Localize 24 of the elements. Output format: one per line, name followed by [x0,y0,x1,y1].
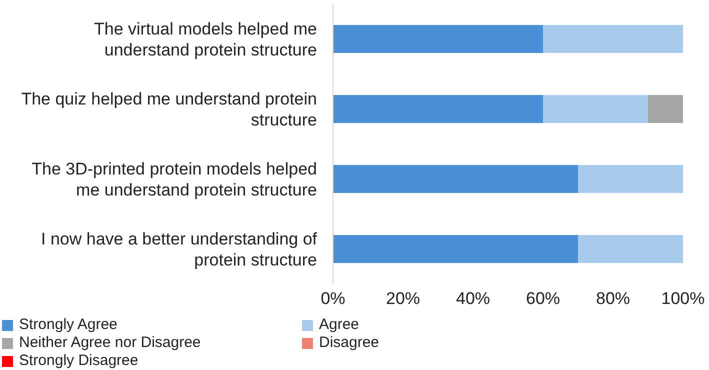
legend-label: Neither Agree nor Disagree [19,334,201,352]
legend-label: Disagree [319,334,380,352]
bar [333,235,578,263]
x-tick-label: 60% [526,289,560,308]
y-tick-label: The quiz helped me understand protein structure [21,89,317,129]
x-tick-label: 20% [386,289,420,308]
y-tick-label: I now have a better understanding of protein structure [41,229,318,269]
x-tick-label: 40% [456,289,490,308]
legend-label: Agree [319,316,360,334]
legend-label: Strongly Agree [19,316,118,334]
bar [543,25,683,53]
x-tick-label: 80% [596,289,630,308]
x-tick-label: 0% [320,289,346,308]
bar [648,95,683,123]
bar [333,165,578,193]
bar [333,95,543,123]
bar [578,235,683,263]
bar [543,95,648,123]
bar [333,25,543,53]
y-tick-label: The virtual models helped me understand protein structure [94,19,317,59]
y-tick-label: The 3D-printed protein models helped me understand protein structure [32,159,317,199]
bar [578,165,683,193]
x-tick-label: 100% [661,289,705,308]
legend-label: Strongly Disagree [19,352,138,370]
